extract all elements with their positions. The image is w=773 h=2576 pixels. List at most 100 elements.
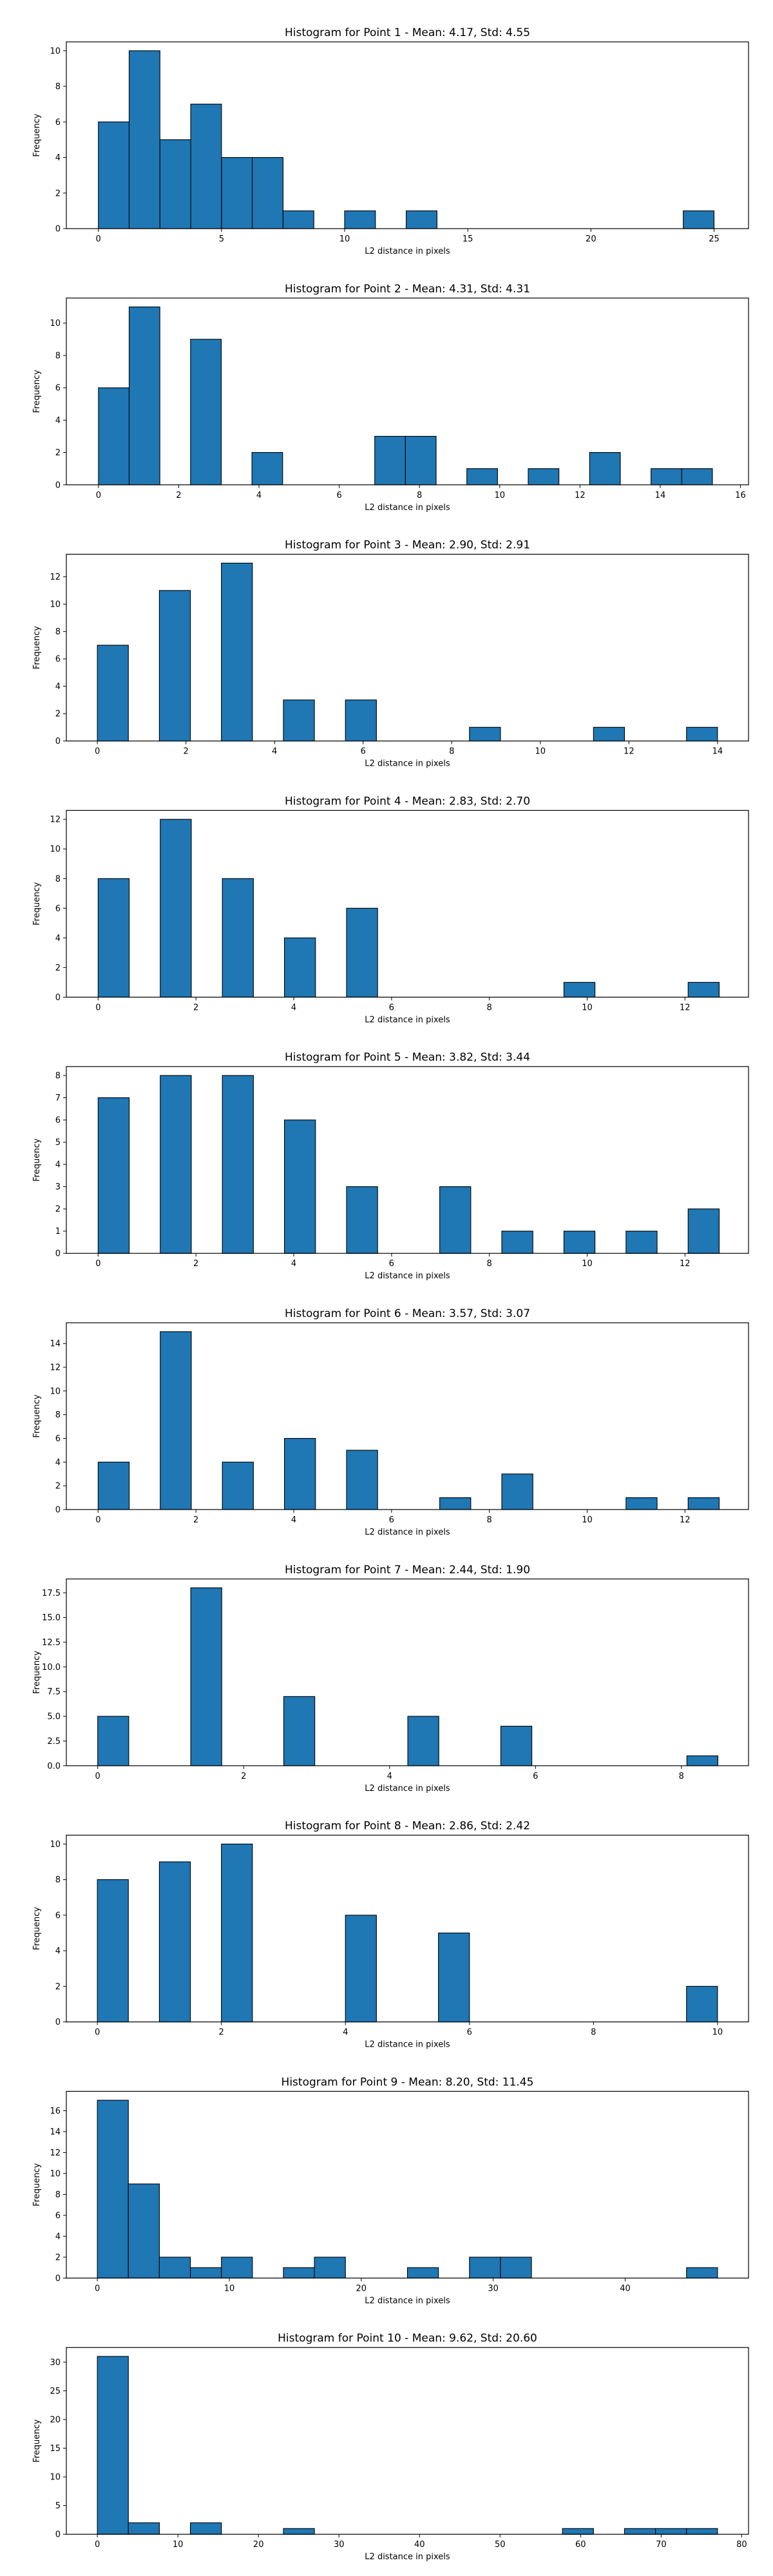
y-tick-label: 10.0 <box>42 1663 61 1672</box>
histogram-bar <box>97 645 129 742</box>
y-tick-label: 2 <box>55 1482 61 1492</box>
histogram-bar <box>407 1716 439 1766</box>
x-axis-label: L2 distance in pixels <box>365 247 450 256</box>
x-tick-label: 10 <box>173 2540 184 2550</box>
histogram-bar <box>128 2522 160 2535</box>
x-tick-label: 6 <box>389 1259 394 1269</box>
y-tick-label: 10 <box>50 1840 61 1850</box>
x-tick-label: 14 <box>655 491 666 500</box>
x-axis-label: L2 distance in pixels <box>365 1015 450 1025</box>
x-tick-label: 10 <box>495 491 506 500</box>
histogram-bar <box>500 1725 533 1766</box>
y-tick-label: 8 <box>55 1410 61 1420</box>
y-tick-label: 0 <box>55 2530 61 2540</box>
y-tick-label: 10 <box>50 2473 61 2483</box>
x-tick-label: 30 <box>488 2284 499 2293</box>
histogram-bar <box>686 2267 718 2278</box>
y-tick-label: 12 <box>50 1363 61 1373</box>
x-tick-label: 16 <box>735 491 746 500</box>
histogram-bar <box>346 1186 378 1254</box>
x-tick-label: 60 <box>575 2540 586 2550</box>
x-tick-label: 4 <box>291 1515 296 1525</box>
histogram-bar <box>687 1497 720 1510</box>
histogram-bar <box>283 2528 315 2535</box>
y-tick-label: 4 <box>55 1947 61 1956</box>
y-tick-label: 2 <box>55 1205 61 1215</box>
y-tick-label: 6 <box>55 1434 61 1444</box>
histogram-bar <box>158 1861 191 2023</box>
y-tick-label: 12.5 <box>42 1638 61 1648</box>
x-tick-label: 0 <box>96 234 101 244</box>
histogram-bar <box>221 1843 253 2023</box>
y-tick-label: 14 <box>50 2127 61 2137</box>
histogram-bar <box>160 1075 192 1254</box>
histogram-bar <box>284 1119 316 1254</box>
x-axis-label: L2 distance in pixels <box>365 1528 450 1537</box>
histogram-panel-3: 0 2 4 6 8 10 12 14 0 2 4 6 8 10 12 Histogram for Point … <box>32 539 749 769</box>
x-tick-label: 2 <box>184 747 189 757</box>
plot-frame <box>66 1578 749 1766</box>
plot-frame <box>66 298 749 486</box>
y-tick-label: 25 <box>50 2387 61 2396</box>
histogram-bar <box>190 1587 222 1766</box>
y-tick-label: 8 <box>55 351 61 361</box>
x-tick-label: 6 <box>336 491 341 500</box>
x-tick-label: 10 <box>712 2028 723 2038</box>
histogram-bar <box>687 981 720 998</box>
histogram-bar <box>501 1231 533 1254</box>
histogram-bar <box>221 156 253 229</box>
histogram-bar <box>97 1097 130 1254</box>
x-tick-label: 10 <box>535 747 546 757</box>
histogram-bar <box>683 210 715 229</box>
histogram-bar <box>655 2528 687 2535</box>
x-tick-label: 8 <box>679 1772 684 1781</box>
histogram-panel-10: 0 10 20 30 40 50 60 70 80 0 5 10 15 20 25 30 Histogram f… <box>32 2332 749 2562</box>
x-axis-label: L2 distance in pixels <box>365 2296 450 2306</box>
histogram-bar <box>625 1231 658 1254</box>
y-tick-label: 2.5 <box>47 1737 61 1747</box>
x-tick-label: 12 <box>624 747 635 757</box>
x-tick-label: 10 <box>582 1259 593 1269</box>
histogram-panel-2: 0 2 4 6 8 10 12 14 16 0 2 4 6 8 10 Histogram for Point … <box>32 283 749 513</box>
histogram-bar <box>190 104 222 229</box>
histogram-panel-9: 0 10 20 30 40 0 2 4 6 8 10 12 14 16 Histogram for Poin… <box>32 2076 749 2306</box>
histogram-bar <box>283 699 315 742</box>
histogram-bar <box>283 2267 315 2278</box>
y-tick-label: 15 <box>50 2444 61 2454</box>
x-tick-label: 20 <box>253 2540 264 2550</box>
histogram-bar <box>374 435 406 486</box>
histogram-bar <box>97 1879 129 2023</box>
x-tick-label: 10 <box>339 234 350 244</box>
y-tick-label: 12 <box>50 815 61 825</box>
plot-frame <box>66 2347 749 2535</box>
histogram-bar <box>345 1915 377 2023</box>
histogram-bar <box>563 981 596 998</box>
histogram-bar <box>314 2257 346 2278</box>
x-tick-label: 8 <box>487 1515 492 1525</box>
y-tick-label: 2 <box>55 963 61 973</box>
y-tick-label: 10 <box>50 1387 61 1396</box>
x-tick-label: 25 <box>709 234 720 244</box>
y-tick-label: 2 <box>55 189 61 198</box>
y-tick-label: 4 <box>55 934 61 943</box>
y-tick-label: 12 <box>50 573 61 582</box>
histogram-bar <box>98 387 130 486</box>
y-tick-label: 8 <box>55 875 61 884</box>
y-tick-label: 6 <box>55 1116 61 1126</box>
y-axis-label: Frequency <box>32 1651 42 1694</box>
histogram-bar <box>158 2257 191 2278</box>
x-tick-label: 0 <box>96 491 101 500</box>
histogram-bar <box>439 1497 472 1510</box>
y-tick-label: 6 <box>55 655 61 665</box>
y-tick-label: 10 <box>50 2169 61 2179</box>
histogram-bar <box>686 1985 718 2023</box>
histogram-bar <box>625 1497 658 1510</box>
y-tick-label: 5 <box>55 2501 61 2511</box>
histogram-bar <box>406 210 437 229</box>
x-tick-label: 10 <box>224 2284 235 2293</box>
x-tick-label: 0 <box>95 1259 100 1269</box>
histogram-bar <box>681 468 713 486</box>
histogram-bar <box>469 726 501 742</box>
histogram-bar <box>97 878 130 998</box>
